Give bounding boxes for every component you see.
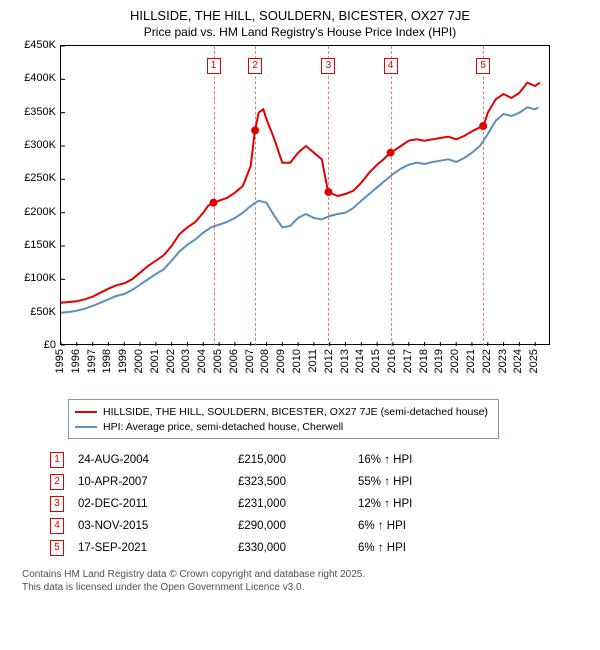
footer: Contains HM Land Registry data © Crown c…	[22, 569, 590, 594]
legend-item: HPI: Average price, semi-detached house,…	[75, 419, 488, 434]
x-tick-label: 2010	[291, 349, 303, 373]
legend-label: HPI: Average price, semi-detached house,…	[103, 421, 343, 433]
x-tick-label: 2008	[259, 349, 271, 373]
sales-table: 1 24-AUG-2004£215,00016% ↑ HPI 2 10-APR-200…	[50, 449, 590, 559]
sale-row: 3 02-DEC-2011£231,00012% ↑ HPI	[50, 493, 590, 515]
sale-price: £215,000	[238, 454, 358, 466]
sale-date: 24-AUG-2004	[78, 454, 238, 466]
x-tick-label: 2021	[465, 349, 477, 373]
x-tick-label: 1999	[117, 349, 129, 373]
chart-area: £0£50K£100K£150K£200K£250K£300K£350K£400…	[10, 45, 590, 393]
x-tick-label: 2023	[497, 349, 509, 373]
x-tick-label: 2004	[196, 349, 208, 373]
y-tick-label: £300K	[24, 139, 56, 151]
sale-date: 02-DEC-2011	[78, 498, 238, 510]
chart-title: HILLSIDE, THE HILL, SOULDERN, BICESTER, …	[10, 8, 590, 23]
x-tick-label: 2018	[418, 349, 430, 373]
sale-date: 03-NOV-2015	[78, 520, 238, 532]
titles: HILLSIDE, THE HILL, SOULDERN, BICESTER, …	[10, 8, 590, 39]
x-tick-label: 1995	[54, 349, 66, 373]
x-tick-label: 2019	[433, 349, 445, 373]
sale-price: £231,000	[238, 498, 358, 510]
sale-date: 10-APR-2007	[78, 476, 238, 488]
chart-subtitle: Price paid vs. HM Land Registry's House …	[10, 25, 590, 39]
x-axis: 1995199619971998199920002001200220032004…	[60, 345, 550, 393]
chart-page: HILLSIDE, THE HILL, SOULDERN, BICESTER, …	[0, 0, 600, 650]
x-tick-label: 2006	[228, 349, 240, 373]
x-tick-label: 2020	[449, 349, 461, 373]
plot-area: 12345	[60, 45, 550, 345]
sale-number-box: 5	[50, 540, 64, 556]
footer-line: Contains HM Land Registry data © Crown c…	[22, 569, 590, 582]
sale-delta: 6% ↑ HPI	[358, 542, 478, 554]
sale-price: £330,000	[238, 542, 358, 554]
x-tick-label: 2013	[339, 349, 351, 373]
sale-number-box: 4	[50, 518, 64, 534]
x-tick-label: 2025	[528, 349, 540, 373]
x-tick-label: 2003	[180, 349, 192, 373]
series-property	[61, 83, 540, 303]
y-tick-label: £400K	[24, 72, 56, 84]
sale-price: £323,500	[238, 476, 358, 488]
x-tick-label: 1998	[101, 349, 113, 373]
legend-swatch	[75, 426, 97, 428]
x-tick-label: 2001	[149, 349, 161, 373]
legend-swatch	[75, 411, 97, 413]
y-tick-label: £350K	[24, 106, 56, 118]
sale-date: 17-SEP-2021	[78, 542, 238, 554]
sale-delta: 16% ↑ HPI	[358, 454, 478, 466]
x-tick-label: 2016	[386, 349, 398, 373]
x-tick-label: 2000	[133, 349, 145, 373]
x-tick-label: 2005	[212, 349, 224, 373]
sale-delta: 12% ↑ HPI	[358, 498, 478, 510]
x-tick-label: 2011	[307, 349, 319, 373]
x-tick-label: 2022	[481, 349, 493, 373]
x-tick-label: 2017	[402, 349, 414, 373]
y-tick-label: £100K	[24, 272, 56, 284]
y-axis: £0£50K£100K£150K£200K£250K£300K£350K£400…	[10, 45, 60, 345]
sale-row: 5 17-SEP-2021£330,0006% ↑ HPI	[50, 537, 590, 559]
x-tick-label: 2012	[323, 349, 335, 373]
y-tick-label: £450K	[24, 39, 56, 51]
sale-delta: 55% ↑ HPI	[358, 476, 478, 488]
x-tick-label: 1996	[70, 349, 82, 373]
y-tick-label: £200K	[24, 206, 56, 218]
x-tick-label: 2014	[354, 349, 366, 373]
footer-line: This data is licensed under the Open Gov…	[22, 582, 590, 595]
x-tick-label: 2015	[370, 349, 382, 373]
y-tick-label: £50K	[30, 306, 56, 318]
x-tick-label: 1997	[86, 349, 98, 373]
sale-row: 1 24-AUG-2004£215,00016% ↑ HPI	[50, 449, 590, 471]
sale-number-box: 3	[50, 496, 64, 512]
sale-delta: 6% ↑ HPI	[358, 520, 478, 532]
x-tick-label: 2009	[275, 349, 287, 373]
x-tick-label: 2002	[165, 349, 177, 373]
plot-svg	[61, 46, 551, 346]
sale-number-box: 1	[50, 452, 64, 468]
x-tick-label: 2007	[244, 349, 256, 373]
sale-price: £290,000	[238, 520, 358, 532]
y-tick-label: £150K	[24, 239, 56, 251]
x-tick-label: 2024	[512, 349, 524, 373]
series-hpi	[61, 107, 538, 312]
sale-number-box: 2	[50, 474, 64, 490]
legend-label: HILLSIDE, THE HILL, SOULDERN, BICESTER, …	[103, 406, 488, 418]
sale-row: 4 03-NOV-2015£290,0006% ↑ HPI	[50, 515, 590, 537]
y-tick-label: £250K	[24, 172, 56, 184]
legend: HILLSIDE, THE HILL, SOULDERN, BICESTER, …	[68, 399, 499, 439]
legend-item: HILLSIDE, THE HILL, SOULDERN, BICESTER, …	[75, 404, 488, 419]
sale-row: 2 10-APR-2007£323,50055% ↑ HPI	[50, 471, 590, 493]
